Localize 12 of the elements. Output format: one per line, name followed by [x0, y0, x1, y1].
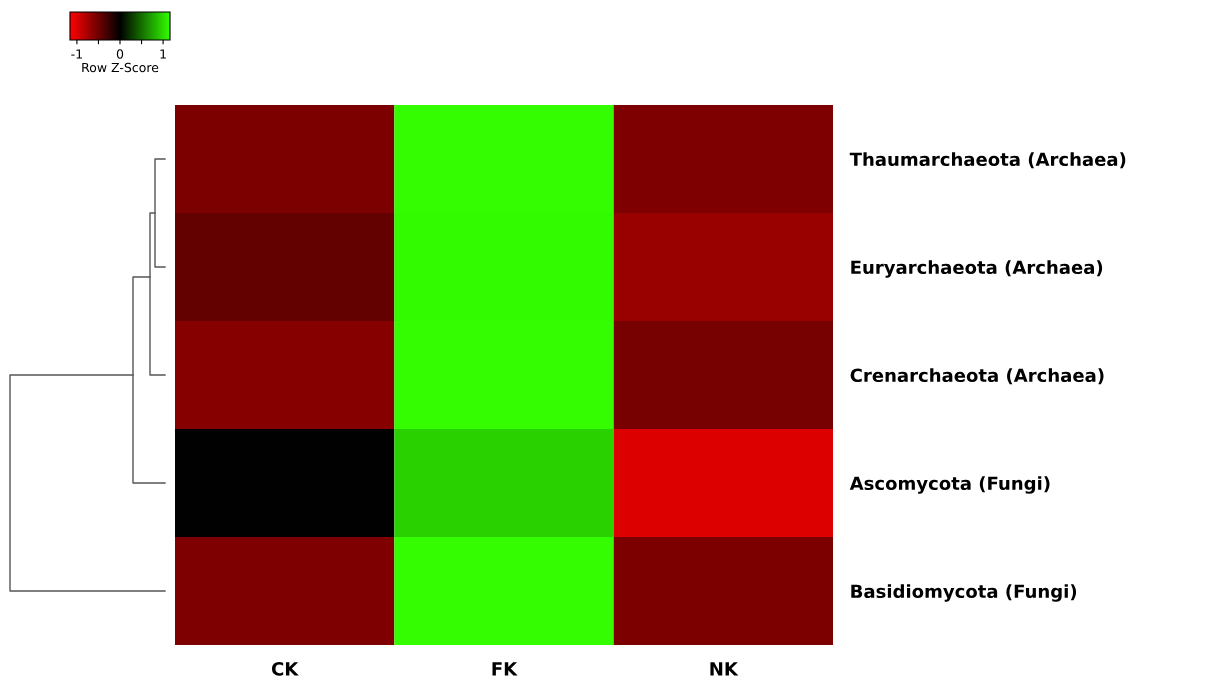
y-tick-label: Euryarchaeota (Archaea): [851, 260, 1103, 278]
x-tick-label: FK: [492, 662, 518, 676]
color-bar-label: -1: [71, 49, 82, 59]
y-tick-label: Thaumarchaeota (Archaea): [849, 152, 1126, 169]
y-tick-label: Crenarchaeota (Archaea): [850, 368, 1104, 385]
x-tick-label: NK: [710, 662, 739, 676]
color-bar-label: 0: [116, 49, 124, 59]
y-tick-label: Ascomycota (Fungi): [849, 476, 1050, 494]
x-tick-label: CK: [271, 661, 299, 676]
y-tick-label: Basidiomycota (Fungi): [851, 584, 1077, 602]
color-bar-title: Row Z-Score: [82, 62, 159, 73]
color-bar-label: 1: [160, 49, 166, 59]
